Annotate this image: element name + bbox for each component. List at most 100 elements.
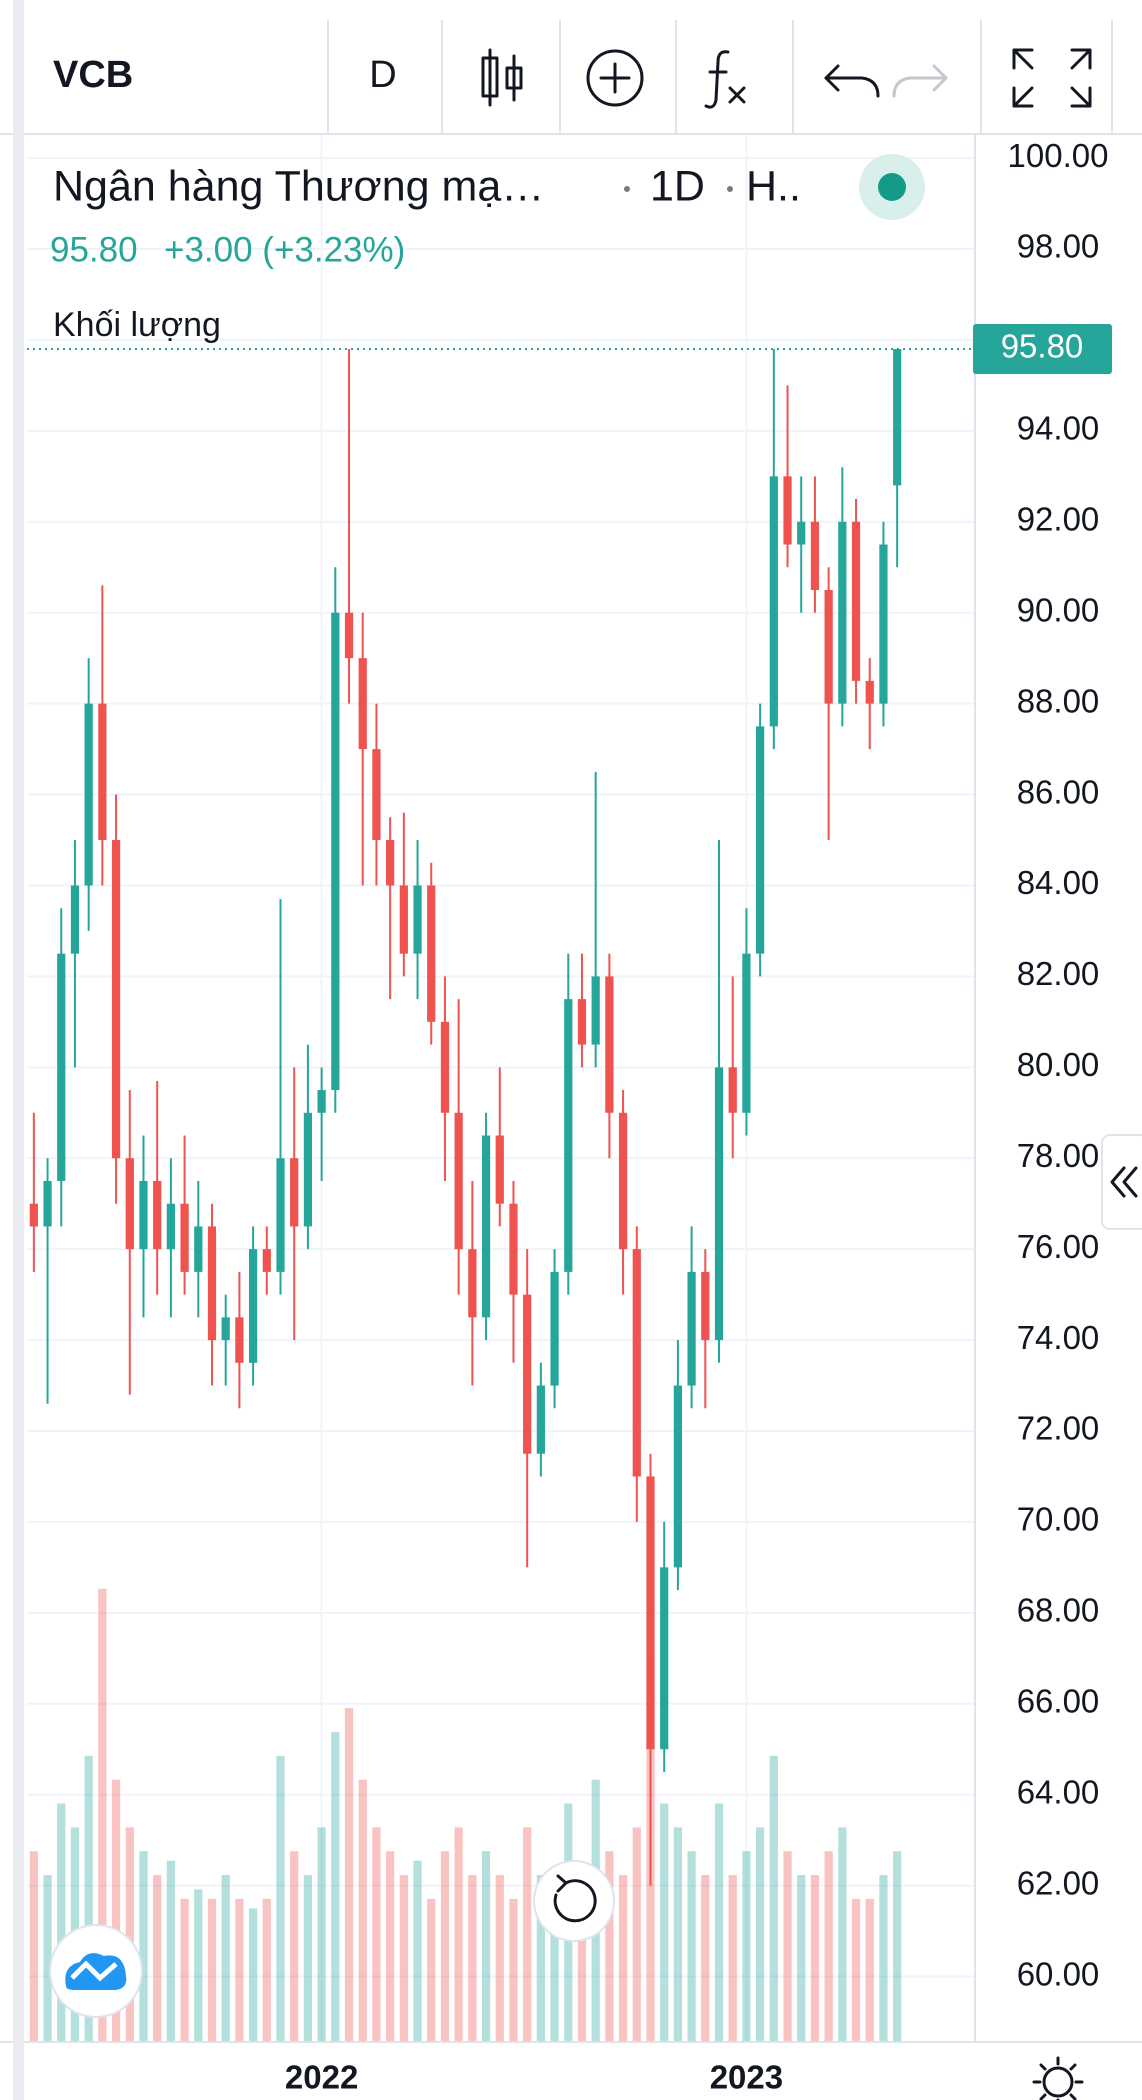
volume-bar (153, 1875, 162, 2042)
legend-interval: 1D (650, 162, 705, 210)
y-tick-label: 68.00 (1017, 1592, 1100, 1629)
volume-bar (372, 1827, 381, 2042)
volume-bar (276, 1755, 285, 2042)
market-status-dot (878, 173, 906, 201)
volume-bar (262, 1898, 271, 2042)
candle-body (742, 953, 751, 1113)
candle-body (248, 1249, 258, 1363)
candle-body (84, 703, 93, 886)
y-tick-label: 76.00 (1017, 1228, 1100, 1265)
candle-body (756, 726, 765, 954)
volume-bar (29, 1851, 38, 2042)
y-tick-label: 90.00 (1017, 591, 1100, 628)
indicators-button[interactable] (704, 50, 746, 109)
candle-body (564, 999, 573, 1272)
y-tick-label: 88.00 (1017, 682, 1100, 719)
y-tick-label: 66.00 (1017, 1682, 1100, 1719)
candle-body (879, 544, 888, 704)
candle-body (180, 1203, 189, 1272)
candle-body (70, 885, 80, 954)
candle-layer (27, 348, 975, 1886)
collapse-panel-button[interactable] (1101, 1134, 1142, 1230)
last-price-label: 95.80 (1001, 328, 1084, 365)
volume-bar (481, 1851, 491, 2042)
candle-body (481, 1135, 491, 1318)
settings-button[interactable] (1032, 2056, 1084, 2100)
candle-body (660, 1567, 669, 1750)
candle-body (646, 1476, 655, 1750)
volume-bar (194, 1889, 203, 2042)
y-tick-label: 80.00 (1017, 1046, 1100, 1083)
legend-last: 95.80 (50, 230, 138, 269)
volume-bar (660, 1803, 669, 2042)
candle-body (221, 1317, 230, 1341)
volume-bar (399, 1875, 408, 2042)
volume-bar (810, 1875, 820, 2042)
candle-body (728, 1067, 737, 1113)
redo-button[interactable] (892, 64, 948, 98)
candle-body (57, 953, 66, 1181)
volume-bar (386, 1851, 395, 2042)
candle-body (865, 680, 874, 704)
volume-bar (235, 1898, 244, 2042)
chart-type-button[interactable] (481, 48, 523, 107)
volume-bar (290, 1851, 299, 2042)
volume-bar (769, 1755, 778, 2042)
scroll-to-realtime[interactable] (533, 1860, 615, 1942)
interval-button[interactable]: D (369, 54, 396, 96)
candle-body (413, 885, 422, 954)
candle-body (687, 1271, 696, 1386)
volume-bar (509, 1898, 518, 2042)
candle-body (714, 1067, 724, 1341)
add-button[interactable] (586, 49, 644, 107)
candle-body (523, 1294, 532, 1454)
candle-body (893, 349, 902, 486)
volume-bar (893, 1851, 902, 2042)
candle-body (344, 612, 354, 659)
candle-body (591, 976, 600, 1045)
symbol-title: Ngân hàng Thương mạ… (53, 162, 544, 210)
candle-body (276, 1158, 285, 1272)
x-tick-label: 2023 (710, 2059, 783, 2096)
candle-body (98, 703, 107, 841)
dot (624, 186, 630, 192)
volume-bar (824, 1851, 833, 2042)
volume-bar (632, 1827, 641, 2042)
volume-bar (358, 1779, 367, 2042)
candle-body (331, 612, 340, 1091)
candle-body (468, 1249, 477, 1318)
symbol-button[interactable]: VCB (53, 54, 133, 96)
volume-bar (879, 1875, 888, 2042)
volume-bar (43, 1875, 52, 2042)
volume-bar (536, 1875, 545, 2042)
candle-body (29, 1203, 38, 1227)
candle-body (797, 521, 806, 545)
volume-bar (701, 1875, 710, 2042)
volume-legend: Khối lượng (53, 306, 221, 344)
candle-body (194, 1226, 203, 1272)
volume-bar (180, 1898, 189, 2042)
candle-body (550, 1271, 559, 1386)
candle-body (783, 476, 792, 545)
volume-bar (673, 1827, 683, 2042)
y-tick-label: 70.00 (1017, 1501, 1100, 1538)
candle-body (701, 1271, 710, 1341)
volume-bar (57, 1803, 66, 2042)
fullscreen-button[interactable] (1012, 48, 1092, 108)
candle-body (810, 521, 820, 590)
y-tick-label: 74.00 (1017, 1319, 1100, 1356)
volume-bar (317, 1827, 326, 2042)
volume-bar (783, 1851, 792, 2042)
volume-bar (413, 1860, 422, 2042)
dot (727, 186, 733, 192)
volume-bar (495, 1875, 504, 2042)
y-tick-label: 98.00 (1017, 228, 1100, 265)
candle-body (632, 1249, 641, 1477)
tradingview-logo[interactable] (49, 1924, 143, 2018)
volume-bar (98, 1588, 107, 2042)
toolbar-bg (0, 0, 1142, 134)
volume-bar (125, 1827, 134, 2042)
candle-body (509, 1203, 518, 1295)
undo-button[interactable] (824, 64, 880, 98)
